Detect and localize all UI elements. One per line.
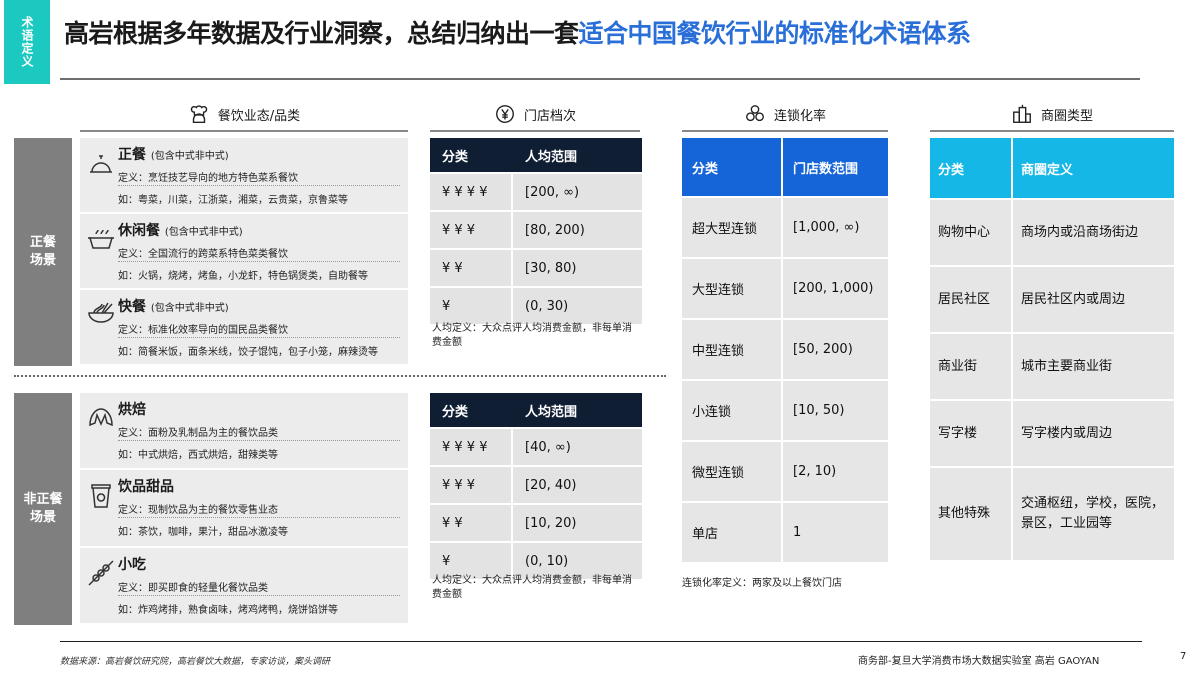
section-header-tier: 门店档次 [430, 98, 640, 132]
category-definition: 定义：现制饮品为主的餐饮零售业态 [118, 505, 278, 516]
column-header: 分类 [682, 138, 783, 196]
category-examples: 如：茶饮，咖啡，果汁，甜品冰激凌等 [118, 527, 288, 538]
section-header-format: 餐饮业态/品类 [80, 98, 408, 132]
table-row: ¥ ¥ [10, 20) [430, 503, 642, 541]
organization-credit: 商务部-复旦大学消费市场大数据实验室 高岩 GAOYAN [858, 656, 1100, 667]
croissant-icon [89, 408, 113, 427]
category-definition: 定义：烹饪技艺导向的地方特色菜系餐饮 [118, 173, 298, 184]
table-row: ¥ (0, 10) [430, 541, 642, 579]
table-row: 购物中心 商场内或沿商场街边 [930, 198, 1176, 265]
divider [118, 337, 400, 338]
section-label: 商圈类型 [1040, 108, 1093, 124]
chain-table: 分类 门店数范围 超大型连锁 [1,000, ∞) 大型连锁 [200, 1,000)… [682, 138, 890, 562]
table-row: ¥ ¥ [30, 80) [430, 248, 642, 286]
cloche-icon [90, 155, 112, 173]
category-card: 休闲餐 (包含中式非中式) 定义：全国流行的跨菜系特色菜类餐饮 如：火锅，烧烤，… [80, 214, 408, 290]
hotpot-icon [88, 229, 114, 249]
table-row: 居民社区 居民社区内或周边 [930, 265, 1176, 332]
category-examples: 如：炸鸡烤排，熟食卤味，烤鸡烤鸭，烧饼馅饼等 [118, 605, 338, 616]
table-row: 其他特殊 交通枢纽，学校，医院，景区，工业园等 [930, 466, 1176, 560]
category-name: 小吃 [118, 557, 146, 573]
category-name: 快餐 (包含中式非中式) [118, 299, 229, 315]
column-header: 门店数范围 [783, 138, 890, 196]
section-label: 餐饮业态/品类 [217, 108, 301, 124]
table-row: ¥ ¥ ¥ ¥ [200, ∞) [430, 172, 642, 210]
scene-divider [14, 375, 666, 377]
chain-nodes-icon [746, 105, 764, 122]
title-highlight: 适合中国餐饮行业的标准化术语体系 [578, 19, 972, 48]
tier-table-informal: 分类 人均范围 ¥ ¥ ¥ ¥ [40, ∞) ¥ ¥ ¥ [20, 40) ¥ ¥[… [430, 393, 642, 579]
category-examples: 如：中式烘焙，西式烘焙，甜辣类等 [118, 450, 278, 461]
table-row: 小连锁 [10, 50) [682, 379, 890, 440]
section-label: 门店档次 [523, 108, 576, 124]
category-definition: 定义：全国流行的跨菜系特色菜类餐饮 [118, 249, 288, 260]
table-row: ¥ ¥ ¥ ¥ [40, ∞) [430, 427, 642, 465]
category-examples: 如：粤菜，川菜，江浙菜，湘菜，云贵菜，京鲁菜等 [118, 195, 348, 206]
category-card: 烘焙 定义：面粉及乳制品为主的餐饮品类 如：中式烘焙，西式烘焙，甜辣类等 [80, 393, 408, 470]
column-header: 分类 [930, 138, 1013, 198]
category-name: 烘焙 [118, 402, 146, 418]
table-row: 写字楼 写字楼内或周边 [930, 399, 1176, 466]
tier-table-formal: 分类 人均范围 ¥ ¥ ¥ ¥ [200, ∞) ¥ ¥ ¥ [80, 200) ¥ … [430, 138, 642, 324]
table-row: ¥ (0, 30) [430, 286, 642, 324]
tier-note: 人均定义：大众点评人均消费金额，非每单消费金额 [432, 323, 632, 348]
divider [118, 517, 400, 518]
table-row: ¥ ¥ ¥ [80, 200) [430, 210, 642, 248]
tier-note: 人均定义：大众点评人均消费金额，非每单消费金额 [432, 575, 632, 600]
chain-note: 连锁化率定义：两家及以上餐饮门店 [682, 578, 842, 589]
section-header-chain: 连锁化率 [682, 98, 888, 132]
column-header: 分类 [430, 393, 513, 427]
column-header: 分类 [430, 138, 513, 172]
group-label-informal: 非正餐场景 [14, 393, 72, 625]
chef-icon [190, 105, 207, 123]
category-definition: 定义：面粉及乳制品为主的餐饮品类 [118, 428, 278, 439]
column-header: 商圈定义 [1013, 138, 1176, 198]
column-header: 人均范围 [513, 393, 642, 427]
divider [118, 185, 400, 186]
category-definition: 定义：即买即食的轻量化餐饮品类 [118, 583, 268, 594]
title-rule [60, 78, 1140, 80]
drink-cup-icon [91, 484, 111, 508]
column-header: 人均范围 [513, 138, 642, 172]
table-row: 微型连锁 [2, 10) [682, 440, 890, 501]
category-name: 饮品甜品 [118, 479, 174, 495]
footer-rule [60, 641, 1142, 642]
category-definition: 定义：标准化效率导向的国民品类餐饮 [118, 325, 288, 336]
title-main: 高岩根据多年数据及行业洞察，总结归纳出一套 [64, 19, 579, 48]
category-name: 正餐 (包含中式非中式) [118, 147, 229, 163]
yen-coin-icon [496, 105, 514, 123]
divider [118, 595, 400, 596]
table-row: 单店 1 [682, 501, 890, 562]
group-label-formal: 正餐场景 [14, 138, 72, 366]
page-number: 7 [1180, 651, 1187, 662]
noodle-bowl-icon [88, 302, 114, 323]
table-row: 超大型连锁 [1,000, ∞) [682, 196, 890, 257]
page-title: 高岩根据多年数据及行业洞察，总结归纳出一套适合中国餐饮行业的标准化术语体系 [64, 14, 971, 50]
table-row: 中型连锁 [50, 200) [682, 318, 890, 379]
district-table: 分类 商圈定义 购物中心 商场内或沿商场街边 居民社区 居民社区内或周边 商业街 城市主… [930, 138, 1176, 560]
table-row: 商业街 城市主要商业街 [930, 332, 1176, 399]
section-tag: 术语定义 [4, 0, 50, 84]
buildings-icon [1013, 104, 1031, 123]
category-examples: 如：火锅，烧烤，烤鱼，小龙虾，特色锅煲类，自助餐等 [118, 271, 368, 282]
table-row: 大型连锁 [200, 1,000) [682, 257, 890, 318]
table-row: ¥ ¥ ¥ [20, 40) [430, 465, 642, 503]
category-name: 休闲餐 (包含中式非中式) [118, 223, 243, 239]
divider [118, 261, 400, 262]
divider [118, 440, 400, 441]
section-label: 连锁化率 [773, 108, 826, 124]
category-card: 饮品甜品 定义：现制饮品为主的餐饮零售业态 如：茶饮，咖啡，果汁，甜品冰激凌等 [80, 470, 408, 548]
category-card: 快餐 (包含中式非中式) 定义：标准化效率导向的国民品类餐饮 如：简餐米饭，面条… [80, 290, 408, 366]
data-source: 数据来源：高岩餐饮研究院，高岩餐饮大数据，专家访谈，案头调研 [60, 657, 331, 667]
category-card: 正餐 (包含中式非中式) 定义：烹饪技艺导向的地方特色菜系餐饮 如：粤菜，川菜，… [80, 138, 408, 214]
category-examples: 如：简餐米饭，面条米线，饺子馄饨，包子小笼，麻辣烫等 [118, 347, 378, 358]
category-card: 小吃 定义：即买即食的轻量化餐饮品类 如：炸鸡烤排，熟食卤味，烤鸡烤鸭，烧饼馅饼… [80, 548, 408, 625]
section-header-district: 商圈类型 [930, 98, 1174, 132]
skewer-icon [88, 560, 114, 586]
